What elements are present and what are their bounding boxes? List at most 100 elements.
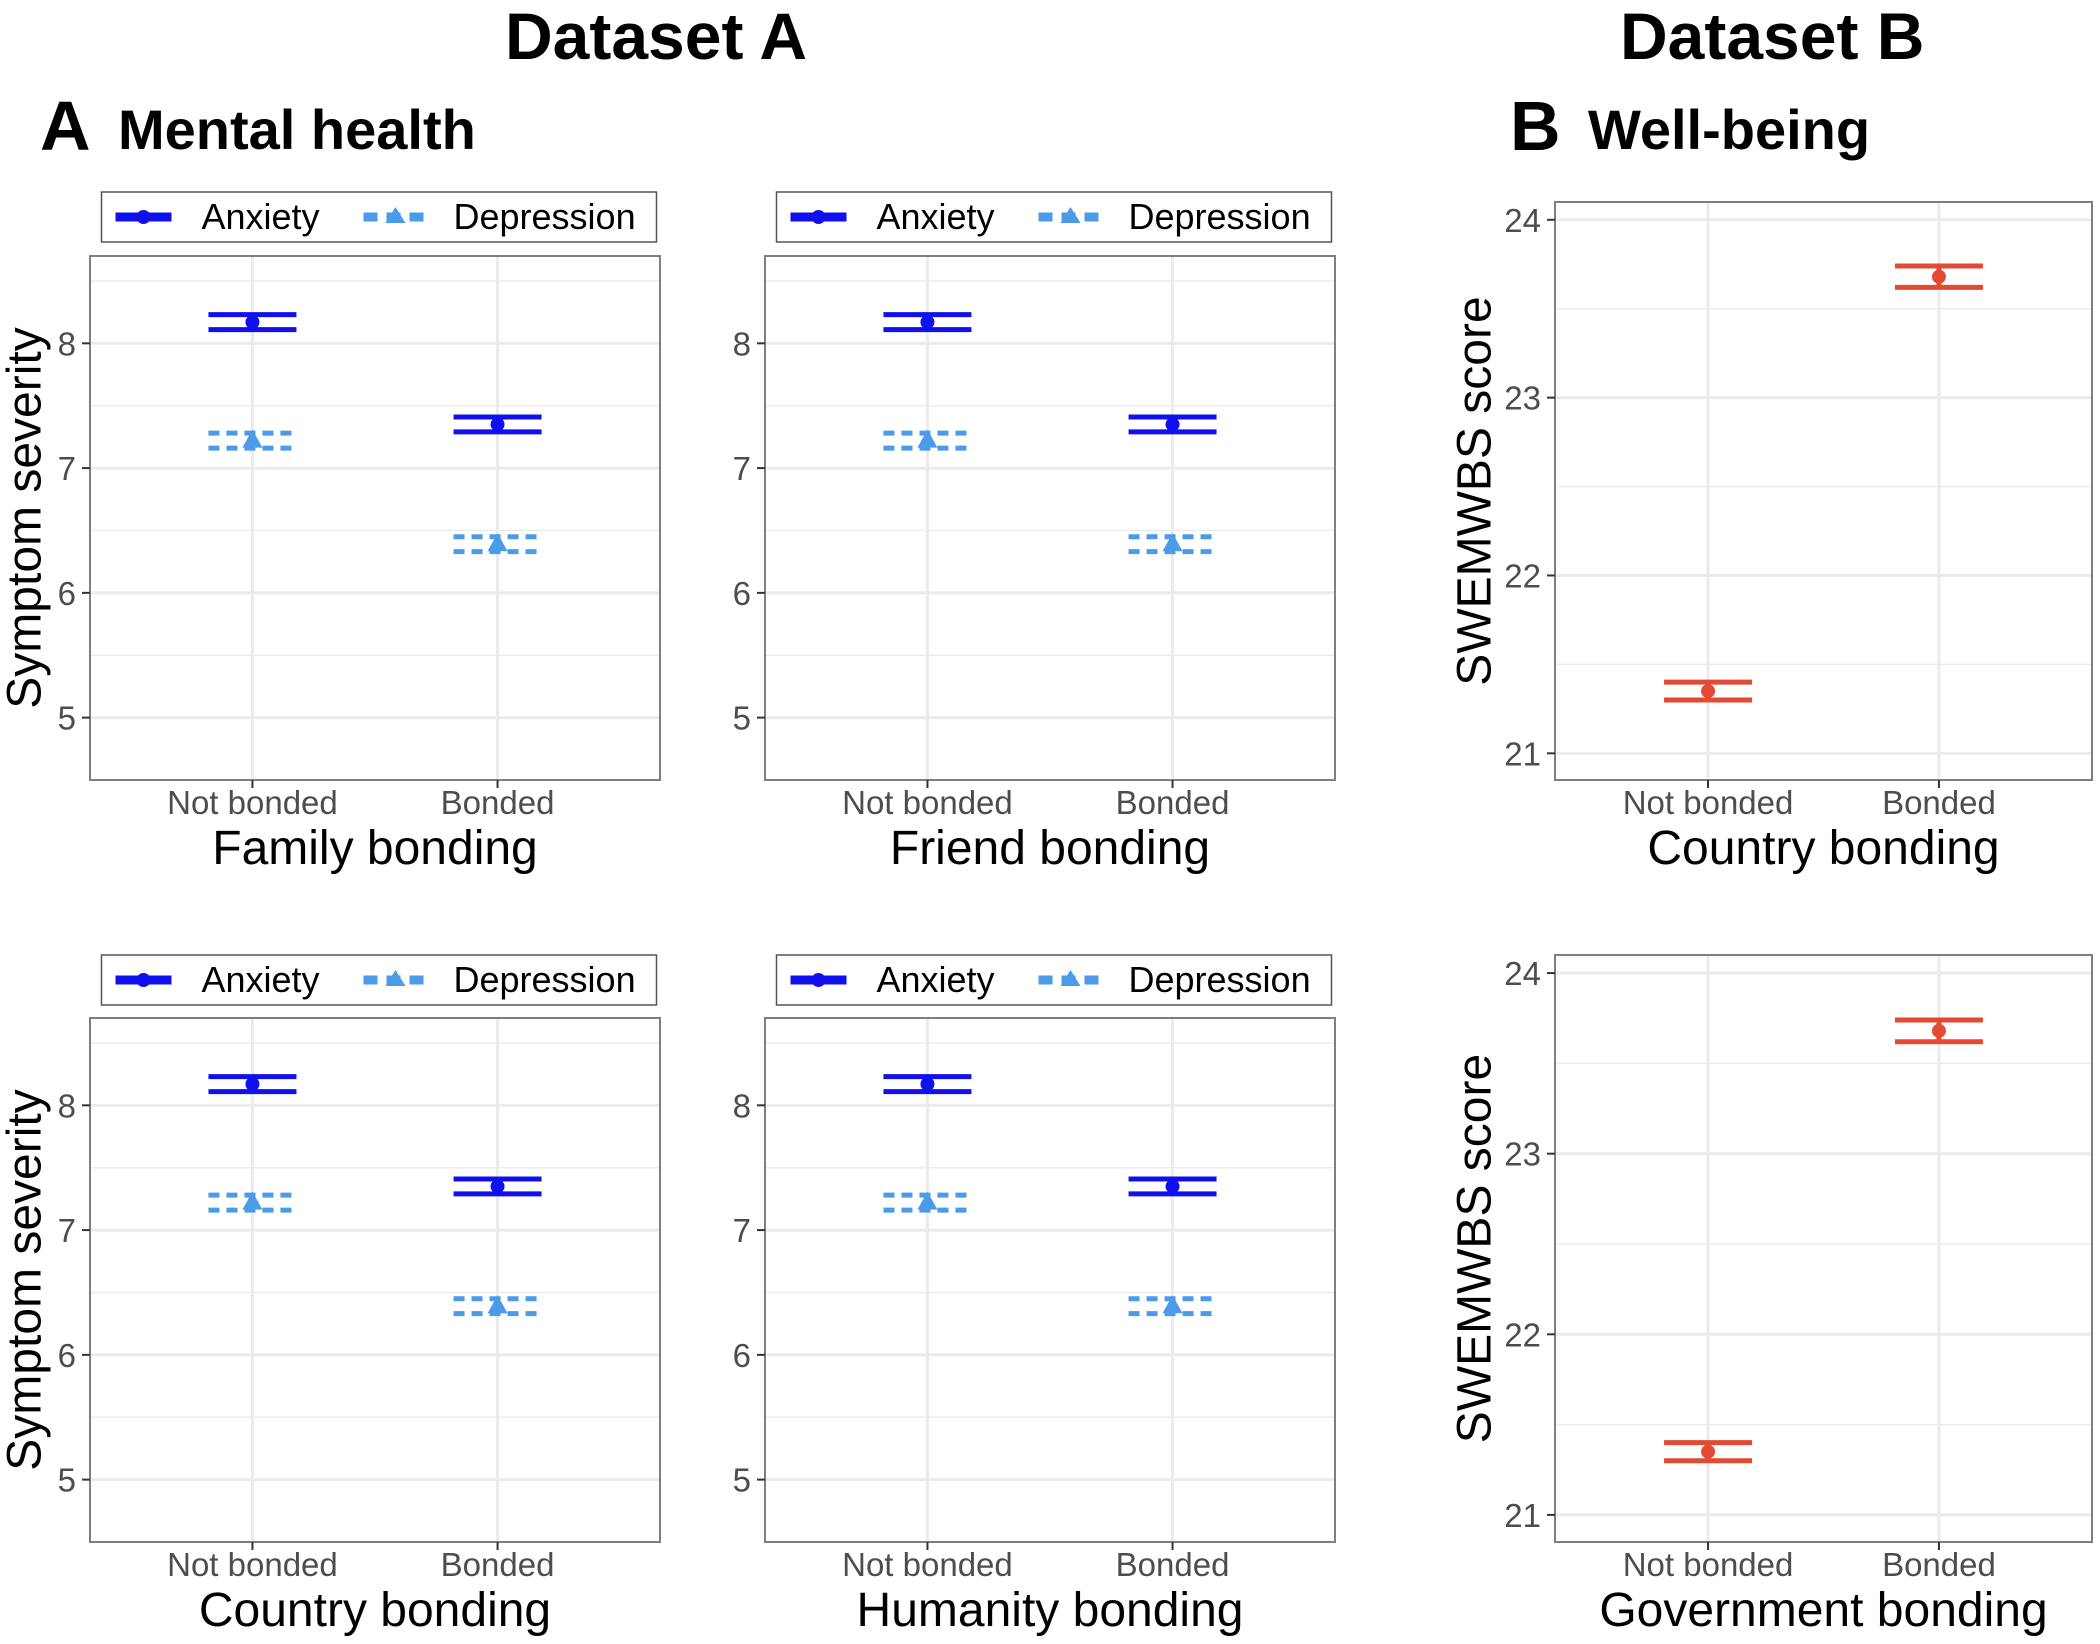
legend-label-depression: Depression — [454, 196, 636, 237]
x-tick-label: Bonded — [1882, 784, 1996, 821]
panel-border — [89, 1017, 661, 1543]
x-axis-title: Friend bonding — [890, 822, 1210, 875]
y-tick-label: 5 — [733, 700, 751, 737]
legend-anxiety-marker — [136, 210, 151, 224]
panel-b-letter: B — [1510, 87, 1561, 165]
data-point-triangle — [242, 1191, 263, 1210]
panel-border — [1554, 201, 2093, 781]
data-point-circle — [1701, 684, 1716, 699]
panel-a-letter: A — [40, 87, 91, 165]
x-axis-title: Country bonding — [1647, 822, 1999, 875]
x-axis-title: Humanity bonding — [857, 1584, 1244, 1637]
y-axis-title: SWEMWBS score — [1449, 296, 1502, 685]
data-point-triangle — [487, 1295, 508, 1314]
y-axis-title: SWEMWBS score — [1449, 1054, 1502, 1443]
legend-anxiety-marker — [136, 973, 151, 987]
y-tick-label: 6 — [58, 575, 76, 612]
x-tick-label: Not bonded — [1623, 1546, 1794, 1583]
y-tick-label: 22 — [1504, 557, 1541, 594]
panel-b-title: Well-being — [1588, 98, 1871, 161]
legend-depression-marker — [1060, 970, 1081, 986]
y-tick-label: 8 — [58, 1087, 76, 1124]
data-point-circle — [920, 1077, 935, 1092]
data-point-circle — [1165, 1179, 1180, 1194]
legend-box — [775, 954, 1333, 1006]
legend-box — [100, 954, 658, 1006]
y-tick-label: 23 — [1504, 1136, 1541, 1173]
dataset-a-title: Dataset A — [505, 0, 807, 73]
y-tick-label: 21 — [1504, 1497, 1541, 1534]
x-tick-label: Not bonded — [842, 1546, 1013, 1583]
y-tick-label: 5 — [58, 700, 76, 737]
data-point-circle — [245, 1077, 260, 1092]
y-tick-label: 23 — [1504, 380, 1541, 417]
data-point-circle — [1701, 1444, 1716, 1459]
legend-depression-marker — [385, 207, 406, 223]
legend-anxiety-marker — [811, 973, 826, 987]
data-point-triangle — [1162, 1295, 1183, 1314]
y-tick-label: 8 — [58, 325, 76, 362]
x-tick-label: Bonded — [1116, 1546, 1230, 1583]
data-point-circle — [1931, 1023, 1946, 1038]
legend-label-anxiety: Anxiety — [877, 196, 995, 237]
legend-label-depression: Depression — [454, 959, 636, 1000]
y-tick-label: 22 — [1504, 1316, 1541, 1353]
y-tick-label: 5 — [58, 1462, 76, 1499]
y-tick-label: 6 — [733, 1337, 751, 1374]
y-tick-label: 5 — [733, 1462, 751, 1499]
data-point-triangle — [917, 429, 938, 448]
panel-border — [764, 255, 1336, 781]
legend-label-anxiety: Anxiety — [202, 959, 320, 1000]
y-tick-label: 6 — [733, 575, 751, 612]
data-point-circle — [490, 417, 505, 432]
legend-label-depression: Depression — [1129, 959, 1311, 1000]
data-point-circle — [245, 315, 260, 330]
x-tick-label: Bonded — [441, 784, 555, 821]
y-tick-label: 7 — [733, 1212, 751, 1249]
legend-box — [775, 191, 1333, 243]
legend-box — [100, 191, 658, 243]
legend-depression-marker — [385, 970, 406, 986]
y-tick-label: 7 — [733, 450, 751, 487]
y-tick-label: 8 — [733, 1087, 751, 1124]
data-point-triangle — [917, 1191, 938, 1210]
legend-depression-marker — [1060, 207, 1081, 223]
y-tick-label: 6 — [58, 1337, 76, 1374]
dataset-b-title: Dataset B — [1620, 0, 1925, 73]
y-tick-label: 24 — [1504, 202, 1541, 239]
panel-border — [764, 1017, 1336, 1543]
legend-label-anxiety: Anxiety — [877, 959, 995, 1000]
x-axis-title: Family bonding — [212, 822, 538, 875]
x-tick-label: Not bonded — [167, 1546, 338, 1583]
data-point-triangle — [1162, 533, 1183, 552]
x-tick-label: Not bonded — [167, 784, 338, 821]
legend-label-anxiety: Anxiety — [202, 196, 320, 237]
y-tick-label: 8 — [733, 325, 751, 362]
y-tick-label: 7 — [58, 450, 76, 487]
data-point-circle — [920, 315, 935, 330]
y-tick-label: 7 — [58, 1212, 76, 1249]
data-point-circle — [490, 1179, 505, 1194]
x-axis-title: Government bonding — [1599, 1584, 2047, 1637]
data-point-circle — [1165, 417, 1180, 432]
x-tick-label: Bonded — [441, 1546, 555, 1583]
data-point-triangle — [242, 429, 263, 448]
x-tick-label: Bonded — [1882, 1546, 1996, 1583]
y-axis-title: Symptom severity — [0, 327, 52, 708]
panel-border — [89, 255, 661, 781]
x-tick-label: Bonded — [1116, 784, 1230, 821]
data-point-circle — [1931, 269, 1946, 284]
legend-label-depression: Depression — [1129, 196, 1311, 237]
y-axis-title: Symptom severity — [0, 1089, 52, 1470]
y-tick-label: 24 — [1504, 955, 1541, 992]
data-point-triangle — [487, 533, 508, 552]
x-tick-label: Not bonded — [1623, 784, 1794, 821]
legend-anxiety-marker — [811, 210, 826, 224]
